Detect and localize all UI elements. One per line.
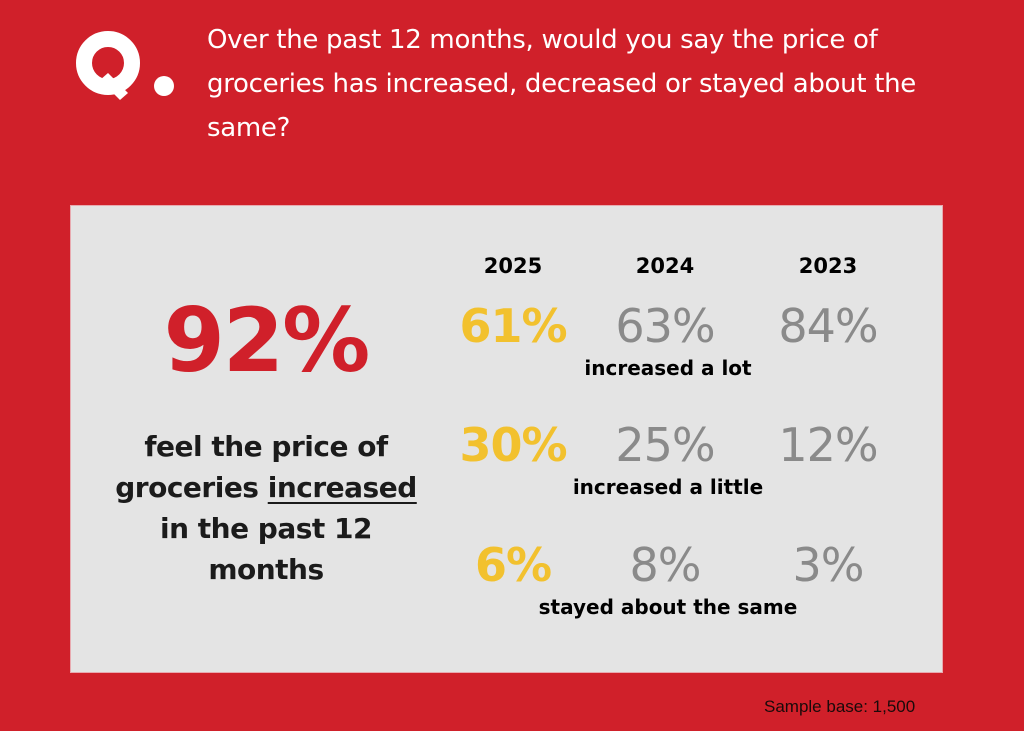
pct-value-2025: 6% [474,538,552,592]
pct-value-2023: 3% [792,538,865,592]
result-row-increased-a-little: 30% 25% 12% increased a little [71,417,942,537]
year-header-row: 2025 2024 2023 [71,254,942,284]
question-text: Over the past 12 months, would you say t… [207,25,916,143]
result-row-stayed-the-same: 6% 8% 3% stayed about the same [71,537,942,657]
pct-value-2025: 61% [459,299,567,353]
headline-desc-emphasis: increased [267,471,418,504]
headline-stat: 92% [163,289,371,392]
headline-description: feel the price of groceries increased in… [111,426,421,590]
headline-desc-after: in the past 12 months [159,512,373,586]
row-label: increased a lot [584,356,752,380]
pct-value-2024: 25% [615,418,715,472]
year-label: 2023 [798,254,858,278]
pct-value-2024: 63% [615,299,715,353]
year-label: 2025 [483,254,543,278]
pct-value-2024: 8% [629,538,702,592]
row-label: stayed about the same [538,595,798,619]
row-label: increased a little [572,475,764,499]
result-row-increased-a-lot: 61% 63% 84% increased a lot [71,298,942,418]
year-label: 2024 [635,254,695,278]
sample-base-note: Sample base: 1,500 [764,697,916,716]
pct-value-2023: 12% [778,418,878,472]
q-marker-icon [76,31,174,100]
headline-desc-before: feel the price of groceries [115,430,388,504]
results-panel: 92% feel the price of groceries increase… [70,205,943,673]
pct-value-2025: 30% [459,418,567,472]
pct-value-2023: 84% [778,299,878,353]
